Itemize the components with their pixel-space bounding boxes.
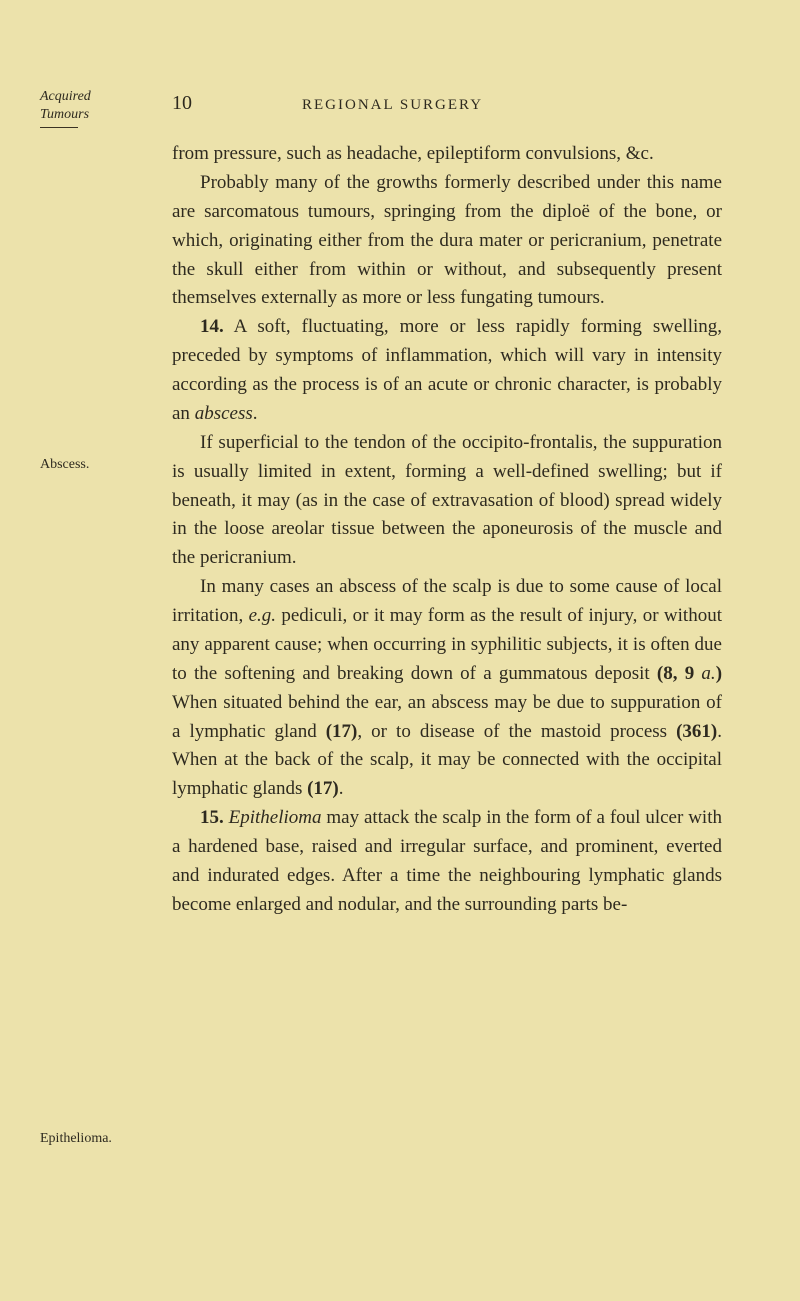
margin-note-acquired-tumours: Acquired Tumours	[40, 88, 145, 128]
page-number: 10	[172, 92, 192, 115]
text: Probably many of the growths formerly de…	[172, 172, 722, 309]
cross-ref: (17)	[326, 721, 358, 742]
text: If superficial to the tendon of the occi…	[172, 432, 722, 569]
margin-note-label: Abscess.	[40, 457, 89, 472]
text: .	[339, 778, 344, 799]
margin-note-line: Acquired	[40, 89, 91, 104]
italic-letter: a.	[694, 663, 715, 684]
paragraph: In many cases an abscess of the scalp is…	[172, 573, 722, 804]
text: from pressure, such as headache, epilept…	[172, 143, 654, 164]
italic-abbrev: e.g.	[249, 605, 276, 626]
margin-note-label: Epithelioma.	[40, 1131, 112, 1146]
cross-ref: (8, 9	[657, 663, 694, 684]
italic-term: abscess	[195, 403, 253, 424]
italic-term: Epithelioma	[224, 807, 322, 828]
paragraph: If superficial to the tendon of the occi…	[172, 429, 722, 573]
running-head: REGIONAL SURGERY	[302, 97, 483, 114]
margin-note-epithelioma: Epithelioma.	[40, 1130, 145, 1148]
margin-note-line: Tumours	[40, 107, 89, 122]
body-text-column: from pressure, such as headache, epilept…	[172, 140, 722, 920]
cross-ref: (17)	[307, 778, 339, 799]
page-header: 10 REGIONAL SURGERY	[172, 92, 722, 115]
text: .	[253, 403, 258, 424]
paragraph: 14. A soft, fluctuating, more or less ra…	[172, 313, 722, 429]
margin-note-rule	[40, 127, 78, 128]
margin-note-abscess: Abscess.	[40, 456, 145, 474]
section-number: 15.	[200, 807, 224, 828]
paragraph: from pressure, such as headache, epilept…	[172, 140, 722, 169]
text: , or to disease of the mastoid process	[357, 721, 676, 742]
cross-ref: )	[716, 663, 722, 684]
paragraph: Probably many of the growths formerly de…	[172, 169, 722, 313]
cross-ref: (361)	[676, 721, 717, 742]
paragraph: 15. Epithelioma may attack the scalp in …	[172, 804, 722, 920]
section-number: 14.	[200, 316, 224, 337]
